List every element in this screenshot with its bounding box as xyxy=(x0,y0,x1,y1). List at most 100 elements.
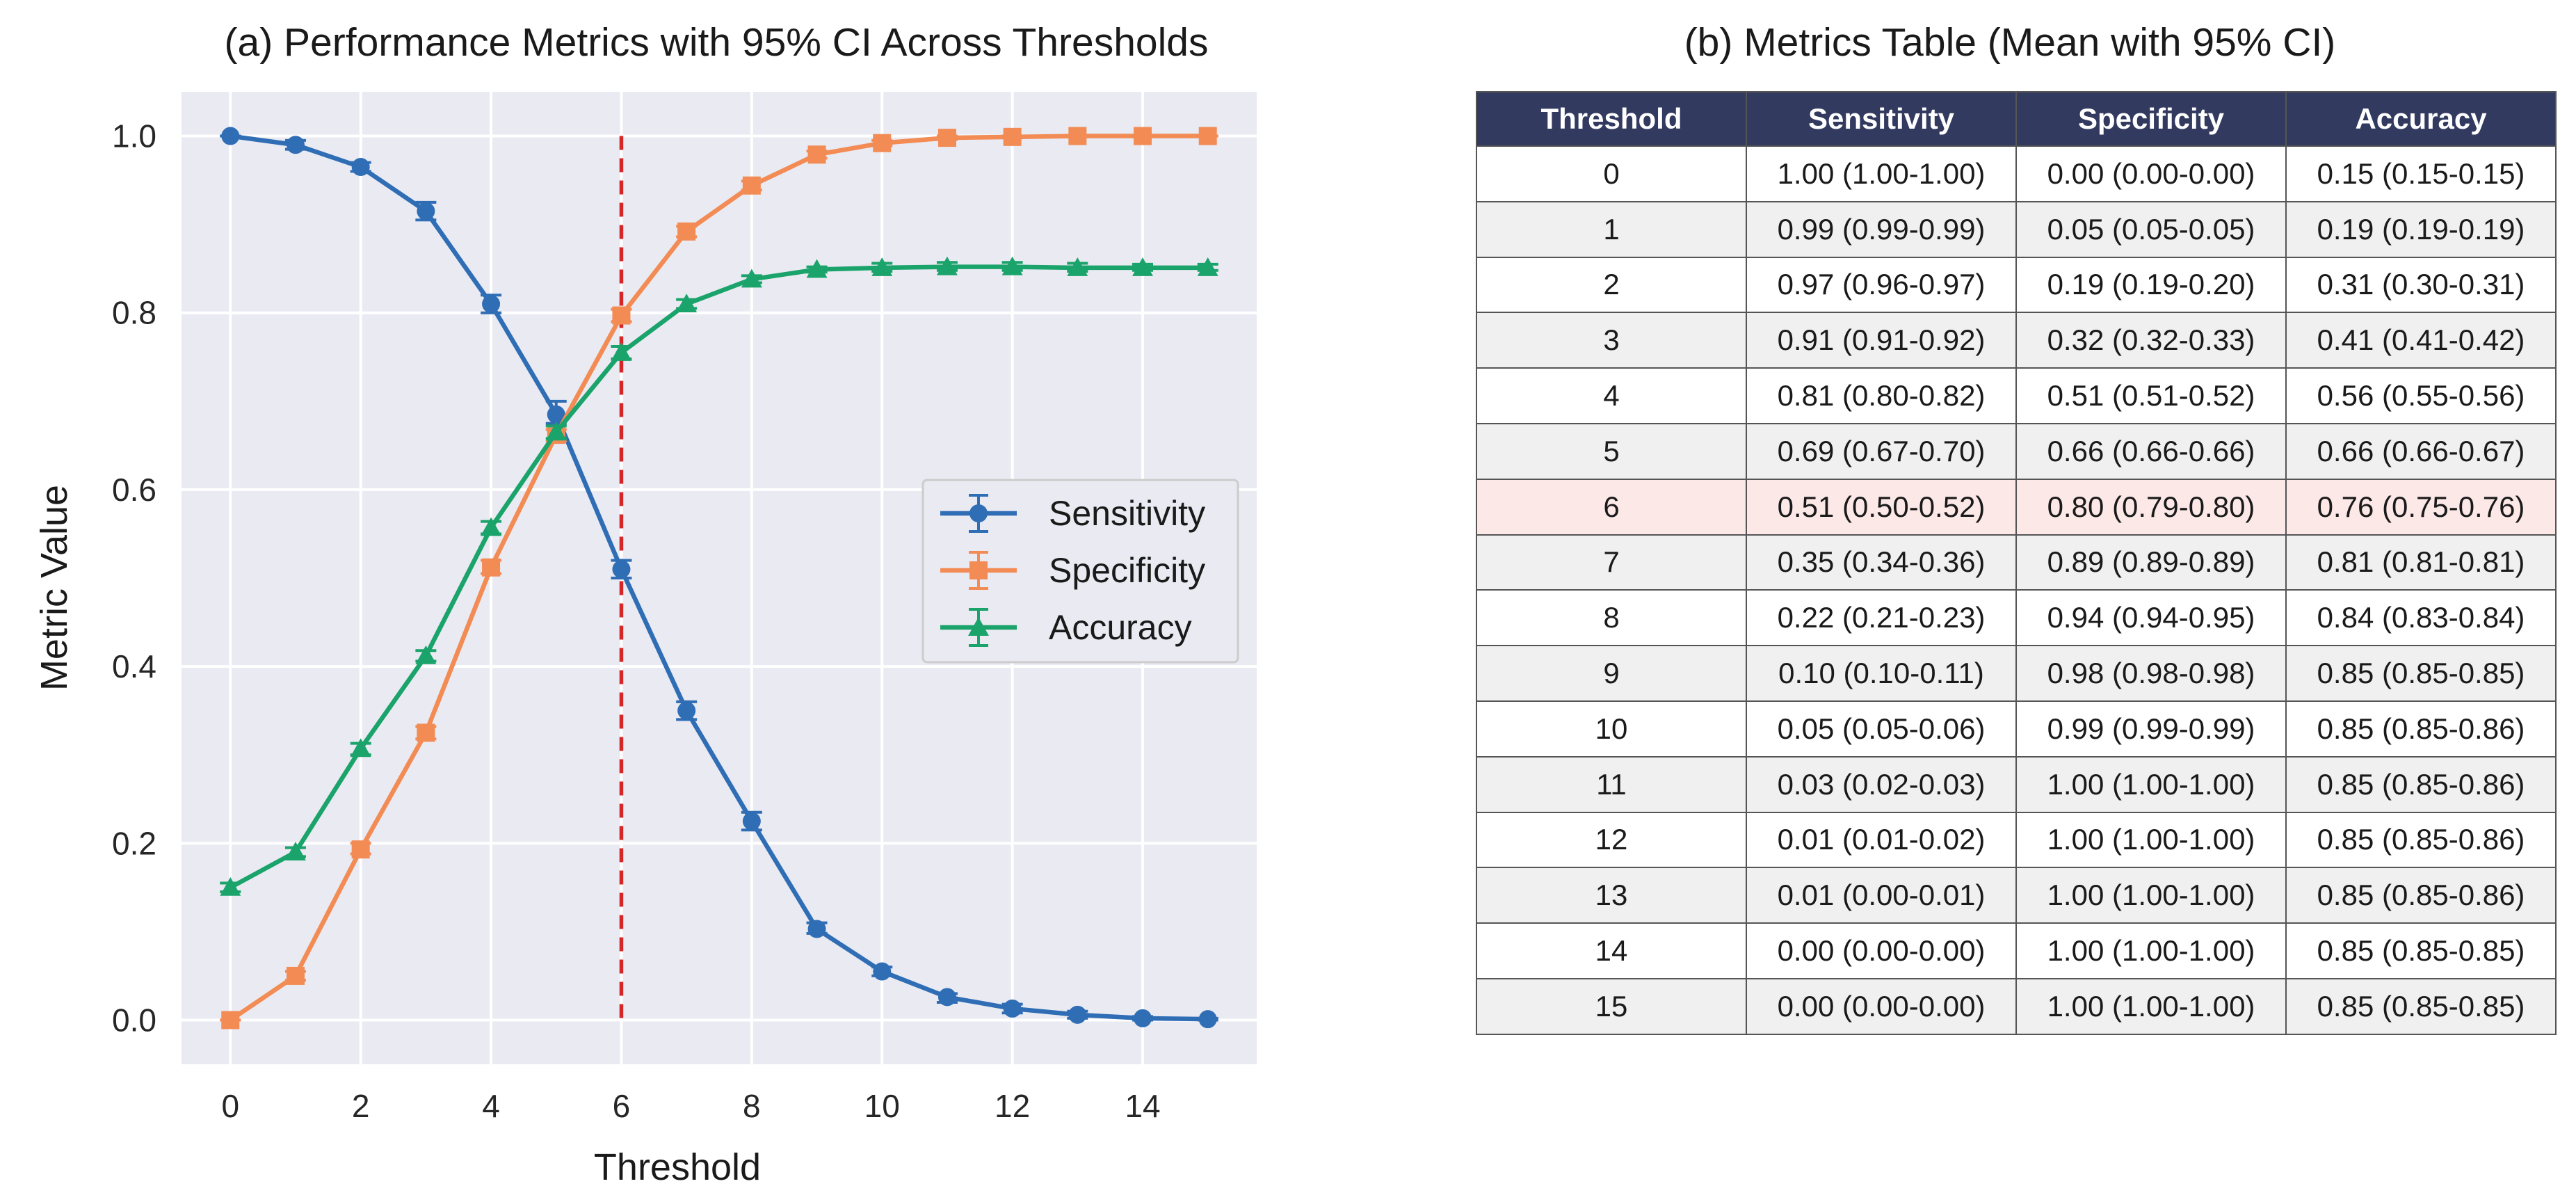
cell-sensitivity: 0.00 (0.00-0.00) xyxy=(1746,977,2017,1035)
cell-sensitivity: 0.10 (0.10-0.11) xyxy=(1746,645,2017,702)
cell-specificity: 1.00 (1.00-1.00) xyxy=(2015,867,2287,924)
table-row: 0 1.00 (1.00-1.00) 0.00 (0.00-0.00) 0.15 (0… xyxy=(1476,145,2557,202)
cell-specificity: 0.99 (0.99-0.99) xyxy=(2015,700,2287,758)
accuracy-point xyxy=(871,257,893,276)
specificity-point xyxy=(351,840,370,859)
legend-accuracy-label: Accuracy xyxy=(1049,608,1192,647)
table-row: 7 0.35 (0.34-0.36) 0.89 (0.89-0.89) 0.81 (0… xyxy=(1476,534,2557,591)
specificity-point xyxy=(482,558,501,577)
cell-sensitivity: 0.35 (0.34-0.36) xyxy=(1746,534,2017,591)
specificity-point xyxy=(612,306,631,325)
cell-threshold: 12 xyxy=(1476,811,1747,869)
specificity-point xyxy=(286,966,305,985)
accuracy-point xyxy=(285,842,306,860)
cell-threshold: 11 xyxy=(1476,755,1747,813)
x-tick-label: 10 xyxy=(864,1088,900,1124)
cell-accuracy: 0.85 (0.85-0.86) xyxy=(2285,811,2557,869)
legend-accuracy-marker xyxy=(968,617,989,636)
sensitivity-line xyxy=(230,134,1208,1022)
y-tick-label: 0.8 xyxy=(112,295,156,331)
sensitivity-point xyxy=(612,560,631,579)
cell-specificity: 1.00 (1.00-1.00) xyxy=(2015,811,2287,869)
cell-sensitivity: 0.99 (0.99-0.99) xyxy=(1746,200,2017,258)
header-accuracy: Accuracy xyxy=(2285,91,2557,147)
header-specificity: Specificity xyxy=(2015,91,2287,147)
series-sensitivity xyxy=(220,127,1218,1029)
table-row: 3 0.91 (0.91-0.92) 0.32 (0.32-0.33) 0.41 (0… xyxy=(1476,312,2557,369)
table-row: 2 0.97 (0.96-0.97) 0.19 (0.19-0.20) 0.31 (0… xyxy=(1476,256,2557,314)
legend-sensitivity-marker xyxy=(969,504,988,522)
cell-sensitivity: 0.51 (0.50-0.52) xyxy=(1746,478,2017,536)
cell-accuracy: 0.85 (0.85-0.86) xyxy=(2285,700,2557,758)
table-row: 12 0.01 (0.01-0.02) 1.00 (1.00-1.00) 0.85 (… xyxy=(1476,811,2557,869)
cell-threshold: 14 xyxy=(1476,922,1747,979)
cell-specificity: 0.19 (0.19-0.20) xyxy=(2015,256,2287,314)
sensitivity-point xyxy=(547,405,565,424)
accuracy-point xyxy=(1067,257,1088,276)
x-tick-label: 4 xyxy=(482,1088,500,1124)
cell-threshold: 0 xyxy=(1476,145,1747,202)
cell-sensitivity: 0.81 (0.80-0.82) xyxy=(1746,367,2017,424)
cell-sensitivity: 0.05 (0.05-0.06) xyxy=(1746,700,2017,758)
specificity-point xyxy=(873,134,892,152)
y-tick-label: 0.4 xyxy=(112,648,156,684)
table-row: 9 0.10 (0.10-0.11) 0.98 (0.98-0.98) 0.85 (0… xyxy=(1476,645,2557,702)
table-row: 11 0.03 (0.02-0.03) 1.00 (1.00-1.00) 0.85 (… xyxy=(1476,755,2557,813)
sensitivity-point xyxy=(937,988,956,1007)
accuracy-point xyxy=(611,342,632,361)
accuracy-point xyxy=(806,259,828,278)
cell-accuracy: 0.15 (0.15-0.15) xyxy=(2285,145,2557,202)
accuracy-point xyxy=(415,645,437,664)
cell-accuracy: 0.31 (0.30-0.31) xyxy=(2285,256,2557,314)
cell-threshold: 7 xyxy=(1476,534,1747,591)
y-axis-label: Metric Value xyxy=(33,485,75,691)
header-sensitivity: Sensitivity xyxy=(1746,91,2017,147)
cell-specificity: 0.00 (0.00-0.00) xyxy=(2015,145,2287,202)
table-row: 13 0.01 (0.00-0.01) 1.00 (1.00-1.00) 0.85 (… xyxy=(1476,867,2557,924)
legend-specificity-marker xyxy=(969,561,988,579)
accuracy-point xyxy=(350,738,371,758)
sensitivity-point xyxy=(286,136,305,154)
specificity-point xyxy=(1198,127,1217,145)
sensitivity-point xyxy=(1134,1009,1152,1027)
y-tick-label: 0.0 xyxy=(112,1002,156,1038)
sensitivity-point xyxy=(1198,1010,1217,1029)
cell-sensitivity: 0.01 (0.00-0.01) xyxy=(1746,867,2017,924)
metrics-table: Threshold Sensitivity Specificity Accura… xyxy=(1476,91,2557,1035)
cell-threshold: 4 xyxy=(1476,367,1747,424)
series-accuracy xyxy=(220,256,1218,896)
table-row: 1 0.99 (0.99-0.99) 0.05 (0.05-0.05) 0.19 (0… xyxy=(1476,200,2557,258)
cell-threshold: 1 xyxy=(1476,200,1747,258)
cell-accuracy: 0.41 (0.41-0.42) xyxy=(2285,312,2557,369)
sensitivity-point xyxy=(351,158,370,177)
cell-specificity: 0.89 (0.89-0.89) xyxy=(2015,534,2287,591)
cell-threshold: 13 xyxy=(1476,867,1747,924)
table-row: 5 0.69 (0.67-0.70) 0.66 (0.66-0.66) 0.66 (0… xyxy=(1476,422,2557,480)
accuracy-line xyxy=(229,264,1208,890)
cell-threshold: 8 xyxy=(1476,589,1747,647)
legend-sensitivity-label: Sensitivity xyxy=(1049,494,1205,533)
accuracy-point xyxy=(741,269,762,288)
table-row: 4 0.81 (0.80-0.82) 0.51 (0.51-0.52) 0.56 (0… xyxy=(1476,367,2557,424)
x-tick-label: 12 xyxy=(995,1088,1030,1124)
cell-threshold: 2 xyxy=(1476,256,1747,314)
cell-threshold: 9 xyxy=(1476,645,1747,702)
x-tick-label: 14 xyxy=(1125,1088,1160,1124)
cell-sensitivity: 0.22 (0.21-0.23) xyxy=(1746,589,2017,647)
table-row: 6 0.51 (0.50-0.52) 0.80 (0.79-0.80) 0.76 (0… xyxy=(1476,478,2557,536)
x-tick-label: 0 xyxy=(221,1088,239,1124)
sensitivity-point xyxy=(677,701,696,720)
header-threshold: Threshold xyxy=(1476,91,1747,147)
cell-accuracy: 0.19 (0.19-0.19) xyxy=(2285,200,2557,258)
cell-specificity: 0.98 (0.98-0.98) xyxy=(2015,645,2287,702)
accuracy-point xyxy=(481,517,502,536)
line-chart: 0.0 0.2 0.4 0.6 0.8 1.0 0 2 4 6 8 10 12 14 Threshold Me… xyxy=(33,92,1257,1188)
cell-sensitivity: 0.00 (0.00-0.00) xyxy=(1746,922,2017,979)
cell-specificity: 0.51 (0.51-0.52) xyxy=(2015,367,2287,424)
y-tick-label: 0.6 xyxy=(112,472,156,508)
sensitivity-point xyxy=(1068,1005,1087,1024)
cell-threshold: 6 xyxy=(1476,478,1747,536)
specificity-point xyxy=(221,1011,240,1029)
y-tick-label: 1.0 xyxy=(112,118,156,154)
sensitivity-point xyxy=(1003,999,1022,1018)
